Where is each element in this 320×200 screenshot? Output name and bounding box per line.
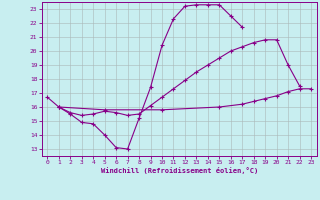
X-axis label: Windchill (Refroidissement éolien,°C): Windchill (Refroidissement éolien,°C)	[100, 167, 258, 174]
